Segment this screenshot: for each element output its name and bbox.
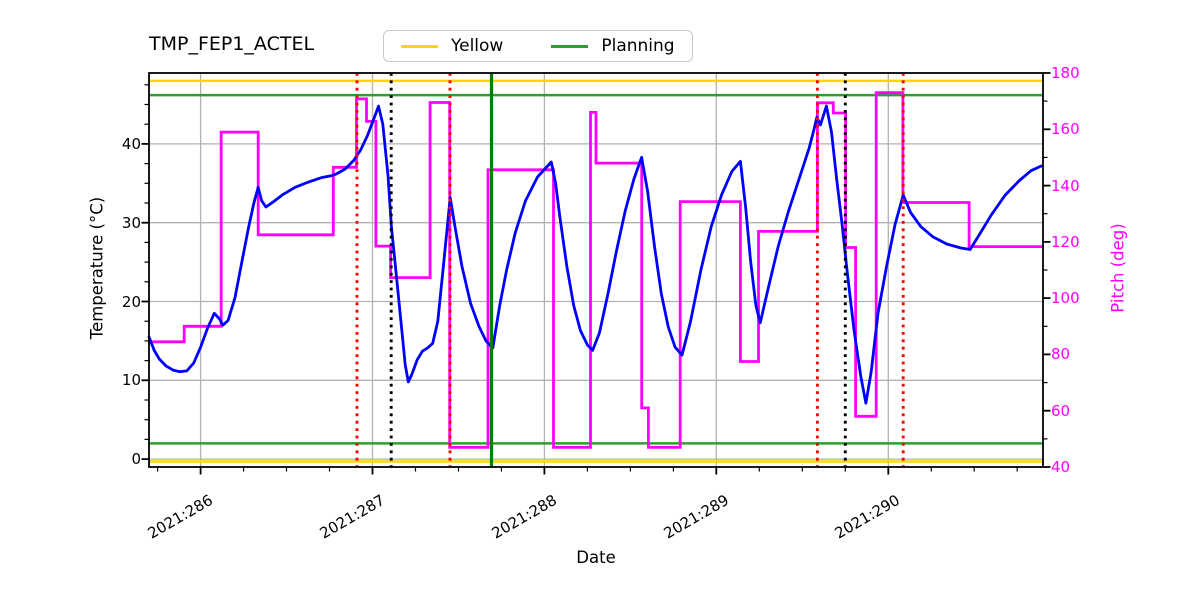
pitch-line: [149, 91, 1043, 449]
axes-spines: [148, 72, 1044, 468]
legend-label-yellow: Yellow: [451, 36, 504, 56]
legend-item-yellow: Yellow: [401, 36, 503, 56]
temperature-line: [147, 104, 1043, 405]
y-right-tick-label: 180: [1051, 64, 1080, 82]
planning-line-swatch: [551, 44, 589, 48]
y-right-tick-label: 160: [1051, 120, 1080, 139]
y-axis-label-right: Pitch (deg): [1108, 223, 1128, 313]
y-left-tick-label: 0: [131, 450, 141, 469]
y-left-tick-label: 10: [121, 371, 141, 390]
y-right-tick-label: 100: [1051, 289, 1080, 308]
legend-item-planning: Planning: [551, 36, 675, 56]
y-right-tick-label: 140: [1051, 176, 1080, 195]
legend-label-planning: Planning: [601, 36, 675, 56]
y-left-tick-label: 40: [121, 134, 141, 153]
y-right-tick-label: 40: [1051, 458, 1071, 476]
y-right-tick-label: 60: [1051, 401, 1071, 420]
chart-title: TMP_FEP1_ACTEL: [149, 33, 315, 55]
y-right-tick-label: 120: [1051, 232, 1080, 251]
legend: Yellow Planning: [383, 30, 693, 62]
y-right-tick-label: 80: [1051, 345, 1071, 364]
y-left-tick-label: 20: [121, 292, 141, 311]
yellow-line-swatch: [401, 44, 438, 48]
y-left-tick-label: 30: [121, 213, 141, 232]
y-axis-label-left: Temperature (°C): [87, 196, 107, 340]
x-axis-label: Date: [576, 548, 616, 567]
